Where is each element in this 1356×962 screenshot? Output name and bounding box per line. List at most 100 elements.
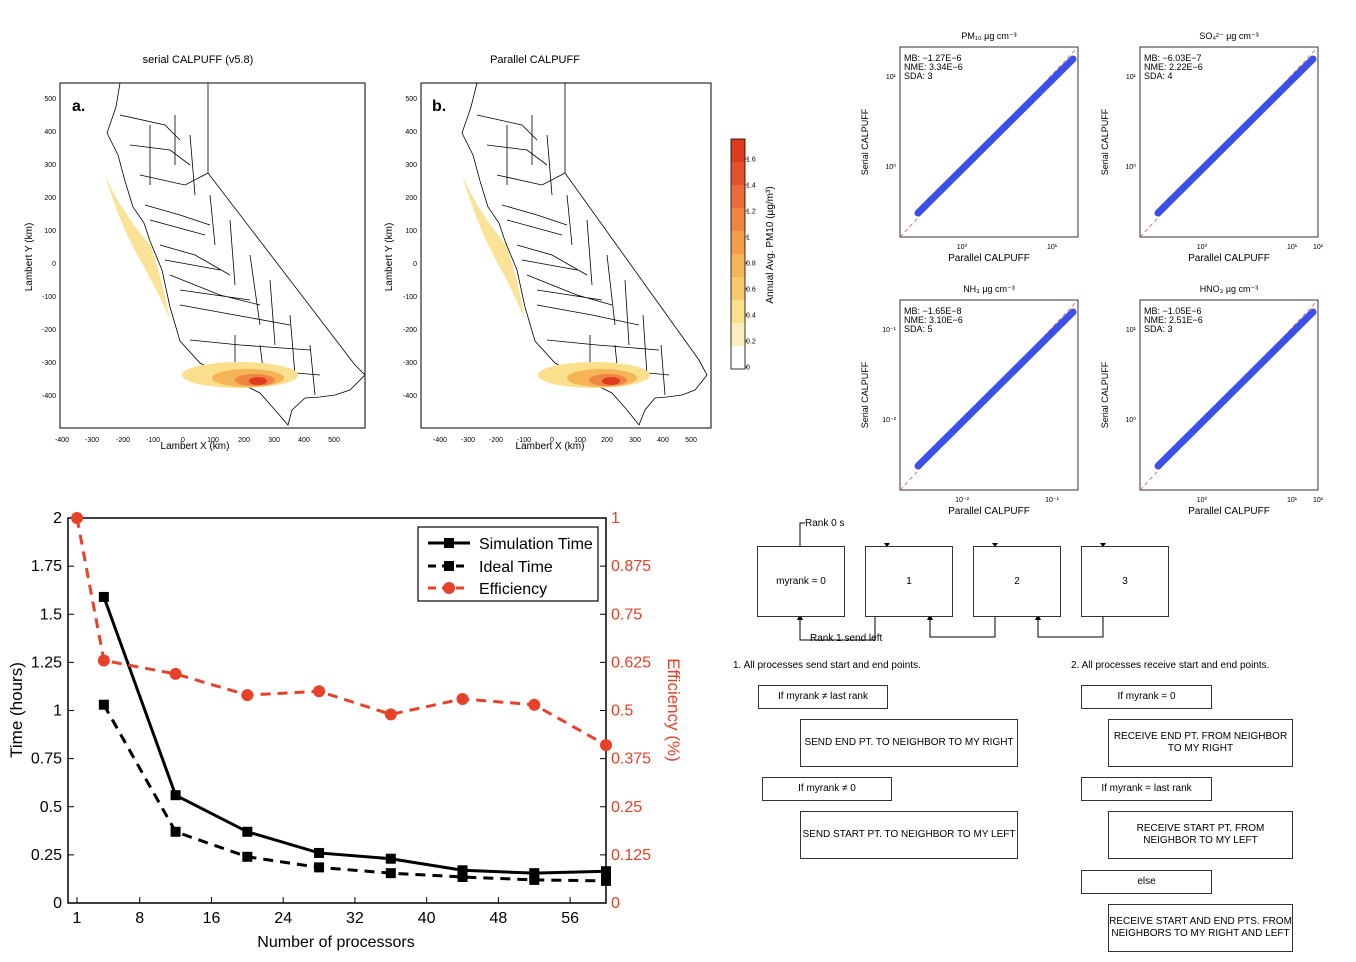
colorbar: 1.6 1.4 1.2 1 0.8 0.6 0.4 0.2 0 Annual Avg. PM10… <box>730 138 776 372</box>
scatter-frame <box>1139 299 1319 491</box>
y2-tick-label: 0 <box>611 895 620 912</box>
y2-tick-label: 0.5 <box>611 703 633 720</box>
map-a-xtick: 500 <box>328 437 340 444</box>
send-end-pt: SEND END PT. TO NEIGHBOR TO MY RIGHT <box>800 719 1018 767</box>
map-a-frame <box>59 82 366 429</box>
data-point <box>384 708 397 721</box>
map-a-ytick: -200 <box>42 327 56 334</box>
x-tick-label: 32 <box>346 910 364 927</box>
map-b-ytick: 400 <box>405 129 417 136</box>
scatter-ytick: 10⁰ <box>1125 416 1136 424</box>
x-tick-label: 56 <box>561 910 579 927</box>
stat-sda: SDA: 4 <box>1144 71 1173 81</box>
map-b-xtick: -400 <box>433 437 447 444</box>
map-panel-a: serial CALPUFF (v5.8) a. -400 -300 -200 … <box>24 54 366 452</box>
map-b-ytick: 0 <box>413 261 417 268</box>
scatter-ytick: 10¹ <box>1126 74 1137 81</box>
map-a-xlabel: Lambert X (km) <box>161 441 230 452</box>
scatter-xlabel: Parallel CALPUFF <box>948 253 1030 264</box>
colorbar-label: Annual Avg. PM10 (µg/m³) <box>765 186 776 303</box>
stat-nme: NME: 3.10E−6 <box>904 315 963 325</box>
y-tick-label: 1.5 <box>40 606 62 623</box>
pm10-plume-south <box>538 362 650 388</box>
colorbar-tick: 1 <box>746 235 750 242</box>
map-b-ytick: -400 <box>403 393 417 400</box>
map-b-ytick: -300 <box>403 360 417 367</box>
scatter-xtick: 10¹ <box>1313 244 1324 251</box>
data-point <box>385 853 396 864</box>
scatter-xlabel: Parallel CALPUFF <box>948 506 1030 517</box>
data-point <box>170 826 181 837</box>
map-b-ytick: 300 <box>405 162 417 169</box>
map-b-ytick: 500 <box>405 96 417 103</box>
scatter-frame <box>899 299 1079 491</box>
map-a-xtick: 200 <box>238 437 250 444</box>
map-b-xlabel: Lambert X (km) <box>516 441 585 452</box>
colorbar-swatch <box>731 208 745 232</box>
y2-tick-label: 0.375 <box>611 751 651 768</box>
scatter-xtick: 10⁰ <box>1197 496 1208 504</box>
rank1-label: Rank 1 send left <box>810 633 883 644</box>
map-a-title: serial CALPUFF (v5.8) <box>143 54 254 66</box>
data-point <box>456 692 469 705</box>
map-a-xtick: 400 <box>298 437 310 444</box>
stat-mb: MB: −1.65E−8 <box>904 306 962 316</box>
stat-nme: NME: 2.51E−6 <box>1144 315 1203 325</box>
pm10-plume-north <box>462 175 525 320</box>
scatter-ytick: 10⁻¹ <box>882 327 896 334</box>
pm10-plume-south <box>182 362 298 388</box>
scatter-ytick: 10¹ <box>1126 327 1137 334</box>
y2-axis-label: Efficiency (%) <box>664 658 683 762</box>
map-b-xtick: 100 <box>574 437 586 444</box>
scatter-ytick: 10¹ <box>886 74 897 81</box>
scatter-title: PM₁₀ µg cm⁻³ <box>961 31 1016 41</box>
map-b-xtick: 500 <box>685 437 697 444</box>
x-tick-label: 24 <box>274 910 292 927</box>
map-b-xtick: 400 <box>657 437 669 444</box>
send-start-pt: SEND START PT. TO NEIGHBOR TO MY LEFT <box>800 811 1018 859</box>
y-tick-label: 0 <box>53 895 62 912</box>
colorbar-tick: 1.4 <box>746 183 756 190</box>
scatter-points <box>914 308 1077 470</box>
scatter-ytick: 10⁻² <box>882 417 896 424</box>
map-a-ytick: -300 <box>42 360 56 367</box>
map-a-ytick: 300 <box>44 162 56 169</box>
x-tick-label: 40 <box>418 910 436 927</box>
map-a-ytick: 200 <box>44 195 56 202</box>
recv-both-pts: RECEIVE START AND END PTS. FROM NEIGHBOR… <box>1108 904 1293 952</box>
map-a-xtick: -100 <box>146 437 160 444</box>
map-a-ytick: 100 <box>44 228 56 235</box>
colorbar-swatch <box>731 323 745 347</box>
legend-ideal-time: Ideal Time <box>479 559 553 576</box>
x-axis-label: Number of processors <box>257 934 414 951</box>
recv-end-pt: RECEIVE END PT. FROM NEIGHBOR TO MY RIGH… <box>1108 719 1293 767</box>
legend: Simulation Time Ideal Time Efficiency <box>417 526 599 602</box>
map-a-ytick: -100 <box>42 294 56 301</box>
map-a-ytick: -400 <box>42 393 56 400</box>
colorbar-tick: 0.4 <box>746 313 756 320</box>
y-tick-label: 1.75 <box>31 558 62 575</box>
scatter-ylabel: Serial CALPUFF <box>860 361 870 428</box>
scatter-ylabel: Serial CALPUFF <box>1100 361 1110 428</box>
series-line-ideal-time <box>102 703 607 883</box>
rank-box-0: myrank = 0 <box>757 546 845 617</box>
map-b-title: Parallel CALPUFF <box>490 54 580 66</box>
map-a-xtick: -300 <box>85 437 99 444</box>
map-a-ytick: 500 <box>44 96 56 103</box>
map-a-xtick: 300 <box>268 437 280 444</box>
cond-last-rank: If myrank = last rank <box>1081 777 1212 801</box>
data-point <box>457 865 468 876</box>
rank-box-1: 1 <box>865 546 953 617</box>
stat-nme: NME: 3.34E−6 <box>904 62 963 72</box>
scatter-ylabel: Serial CALPUFF <box>860 108 870 175</box>
data-point <box>385 868 396 879</box>
y2-tick-label: 0.125 <box>611 847 651 864</box>
x-tick-label: 48 <box>490 910 508 927</box>
y2-tick-label: 0.75 <box>611 606 642 623</box>
stat-mb: MB: −6.03E−7 <box>1144 53 1202 63</box>
data-point <box>529 874 540 885</box>
scatter-title: HNO₃ µg cm⁻³ <box>1200 284 1259 294</box>
